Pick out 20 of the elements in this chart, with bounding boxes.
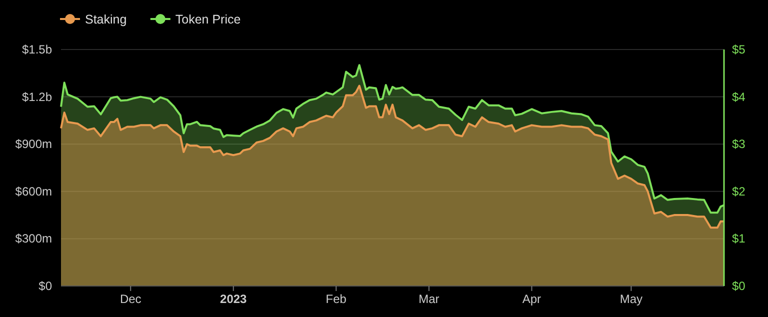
- y-tick-label: $1.2b: [22, 90, 52, 104]
- y-tick-label: $300m: [15, 232, 52, 246]
- legend-label: Staking: [85, 12, 127, 26]
- y-tick-label: $600m: [15, 184, 52, 198]
- y2-tick-label: $5: [732, 42, 746, 56]
- x-tick-label: Apr: [522, 292, 542, 306]
- y-tick-label: $1.5b: [22, 42, 52, 56]
- x-tick-label: Dec: [120, 292, 142, 306]
- x-tick-label: Feb: [326, 292, 347, 306]
- legend-label: Token Price: [175, 12, 241, 26]
- x-tick-label: May: [620, 292, 643, 306]
- y2-tick-label: $1: [732, 232, 746, 246]
- y-tick-label: $0: [38, 279, 52, 293]
- y-tick-label: $900m: [15, 137, 52, 152]
- y2-tick-label: $4: [732, 90, 746, 104]
- x-tick-label: 2023: [220, 292, 248, 306]
- x-tick-label: Mar: [418, 292, 440, 306]
- y2-tick-label: $3: [732, 137, 746, 152]
- y2-tick-label: $0: [732, 279, 746, 293]
- y2-tick-label: $2: [732, 184, 746, 198]
